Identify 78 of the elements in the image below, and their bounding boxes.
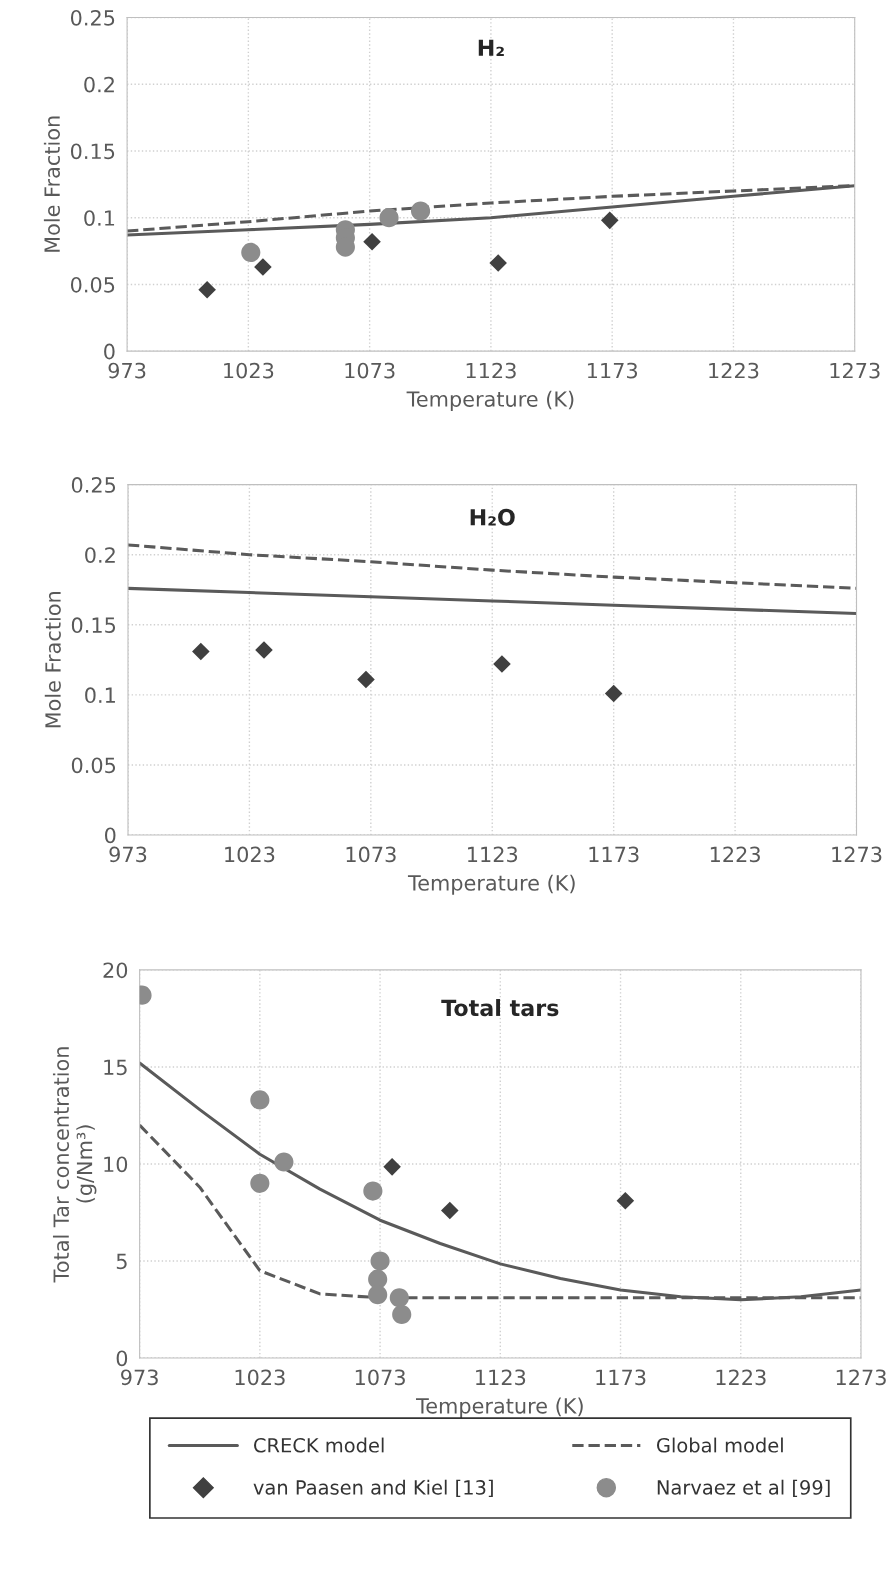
x-tick-label: 1173	[596, 1369, 646, 1386]
line-series	[139, 1061, 861, 1302]
x-tick-label: 1123	[468, 846, 518, 863]
x-tick-label: 1223	[709, 362, 759, 379]
x-tick-label: 973	[108, 362, 146, 379]
point	[411, 201, 431, 221]
x-tick-label: 1023	[235, 1369, 285, 1386]
x-tick-label: 1273	[836, 1369, 886, 1386]
y-tick-label: 0.1	[84, 210, 115, 226]
legend-label: Narvaez et al [99]	[657, 1479, 830, 1498]
point	[600, 211, 619, 230]
point	[616, 1192, 635, 1210]
x-tick-label: 1073	[346, 846, 396, 863]
point	[389, 1288, 409, 1308]
x-tick-label: 1223	[710, 846, 760, 863]
text: H₂O	[470, 508, 515, 526]
y-axis-title: Mole Fraction	[43, 116, 60, 252]
legend-label: Global model	[656, 1437, 783, 1453]
point	[241, 242, 261, 262]
text: Total tars	[441, 999, 559, 1017]
y-tick-label: 0.2	[84, 76, 114, 93]
point	[379, 208, 399, 228]
x-axis-title: Temperature (K)	[406, 390, 574, 411]
x-tick-label: 1223	[716, 1369, 766, 1386]
point	[604, 684, 623, 703]
y-tick-label: 0.1	[85, 687, 115, 704]
y-tick-label: 20	[103, 962, 128, 979]
point	[198, 280, 216, 299]
y-tick-label: 0.05	[71, 757, 116, 774]
point	[192, 642, 210, 661]
y-tick-label: 0.15	[71, 617, 116, 634]
point	[255, 641, 273, 659]
y-tick-label: 0.15	[70, 143, 115, 160]
x-tick-label: 1273	[830, 362, 880, 379]
point	[489, 254, 507, 272]
point	[254, 258, 272, 276]
legend-label: CRECK model	[254, 1437, 384, 1453]
point	[250, 1090, 270, 1110]
x-axis-title: Temperature (K)	[416, 1397, 583, 1418]
x-tick-label: 1073	[345, 362, 395, 379]
y-tick-label: 5	[116, 1253, 127, 1270]
y-tick-label: 0.2	[85, 547, 115, 563]
x-axis-title: Temperature (K)	[407, 874, 575, 895]
y-tick-label: 15	[104, 1059, 127, 1076]
x-tick-label: 1173	[589, 846, 639, 863]
x-tick-label: 1123	[466, 362, 516, 379]
y-tick-label: 0.05	[70, 276, 115, 293]
x-tick-label: 1173	[587, 362, 638, 379]
y-tick-label: 0	[116, 1350, 128, 1367]
y-tick-label: 0.25	[71, 477, 116, 493]
x-tick-label: 1073	[355, 1369, 405, 1386]
point	[357, 670, 375, 689]
point	[383, 1158, 401, 1176]
y-tick-label: 10	[104, 1156, 128, 1173]
point	[274, 1152, 294, 1172]
legend-label: van Paasen and Kiel [13]	[253, 1479, 493, 1498]
y-axis-title: Total Tar concentration (g/Nm³)	[52, 1047, 97, 1283]
x-tick-label: 1123	[476, 1369, 526, 1386]
text: H₂	[478, 39, 504, 56]
x-tick-label: 973	[121, 1369, 158, 1386]
point	[493, 655, 511, 673]
y-axis-title: Mole Fraction	[44, 592, 61, 728]
y-tick-label: 0	[104, 343, 115, 360]
point	[370, 1251, 390, 1271]
line-series	[127, 543, 857, 590]
x-tick-label: 1273	[832, 846, 882, 863]
point	[368, 1285, 388, 1305]
x-tick-label: 973	[109, 846, 147, 863]
point	[250, 1173, 270, 1193]
y-tick-label: 0.25	[70, 9, 115, 26]
x-tick-label: 1023	[225, 846, 275, 863]
y-tick-label: 0	[104, 827, 116, 844]
line-series	[127, 586, 857, 616]
point	[441, 1201, 459, 1220]
point	[392, 1304, 412, 1325]
point	[363, 232, 381, 251]
x-tick-label: 1023	[224, 362, 274, 379]
point	[363, 1181, 383, 1201]
